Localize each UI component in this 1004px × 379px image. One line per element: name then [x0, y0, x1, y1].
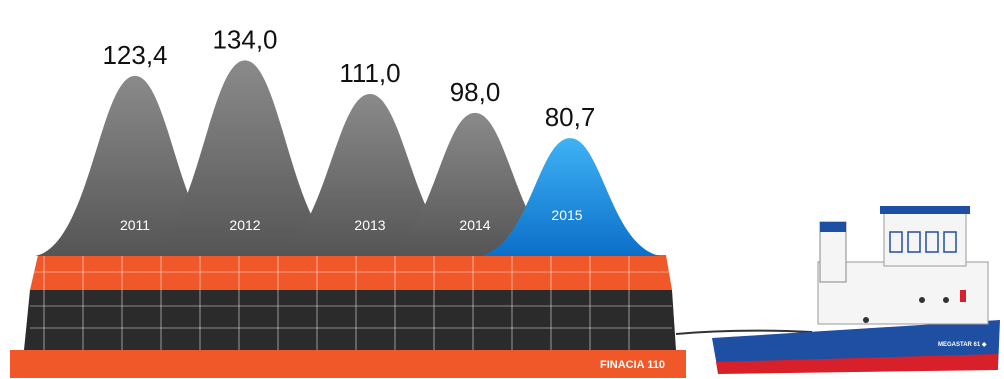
barge-grid-lines: [30, 256, 672, 350]
ship-window: [889, 231, 903, 253]
ship-bridge: [883, 211, 967, 267]
year-label-2011: 2011: [120, 217, 150, 233]
porthole: [863, 317, 869, 323]
porthole: [943, 297, 949, 303]
value-label-2014: 98,0: [450, 77, 501, 107]
ship-window: [907, 231, 921, 253]
value-label-2013: 111,0: [339, 58, 400, 88]
barge-deck-band: [30, 255, 672, 290]
peak-2012: [140, 60, 350, 256]
ship-stern-marker: [960, 290, 966, 302]
ship-bridge-roof: [880, 206, 970, 214]
barge-hold-band: [24, 290, 676, 350]
value-label-2012: 134,0: [212, 24, 277, 54]
ship-windows: [889, 231, 957, 253]
value-labels: 123,4 134,0 111,0 98,0 80,7: [102, 24, 595, 132]
value-label-2015: 80,7: [545, 102, 596, 132]
tugboat: MEGASTAR 61 ◆: [712, 206, 1000, 374]
barge-name: FINACIA 110: [600, 359, 665, 371]
ship-name: MEGASTAR 61 ◆: [938, 341, 987, 348]
tow-rope: [675, 329, 813, 335]
ship-waterline: [716, 354, 998, 374]
year-label-2014: 2014: [459, 217, 490, 233]
year-label-2013: 2013: [354, 217, 385, 233]
year-label-2015: 2015: [551, 207, 582, 223]
year-label-2012: 2012: [229, 217, 260, 233]
porthole: [919, 297, 925, 303]
value-label-2011: 123,4: [102, 40, 167, 70]
year-labels: 2011 2012 2013 2014 2015: [120, 207, 583, 233]
barge: FINACIA 110: [10, 255, 686, 378]
ship-window: [943, 231, 957, 253]
peaks: [35, 60, 660, 256]
peak-2015: [480, 138, 660, 256]
ship-funnel-band: [820, 222, 846, 232]
ship-window: [925, 231, 939, 253]
barge-hull: [10, 350, 686, 378]
